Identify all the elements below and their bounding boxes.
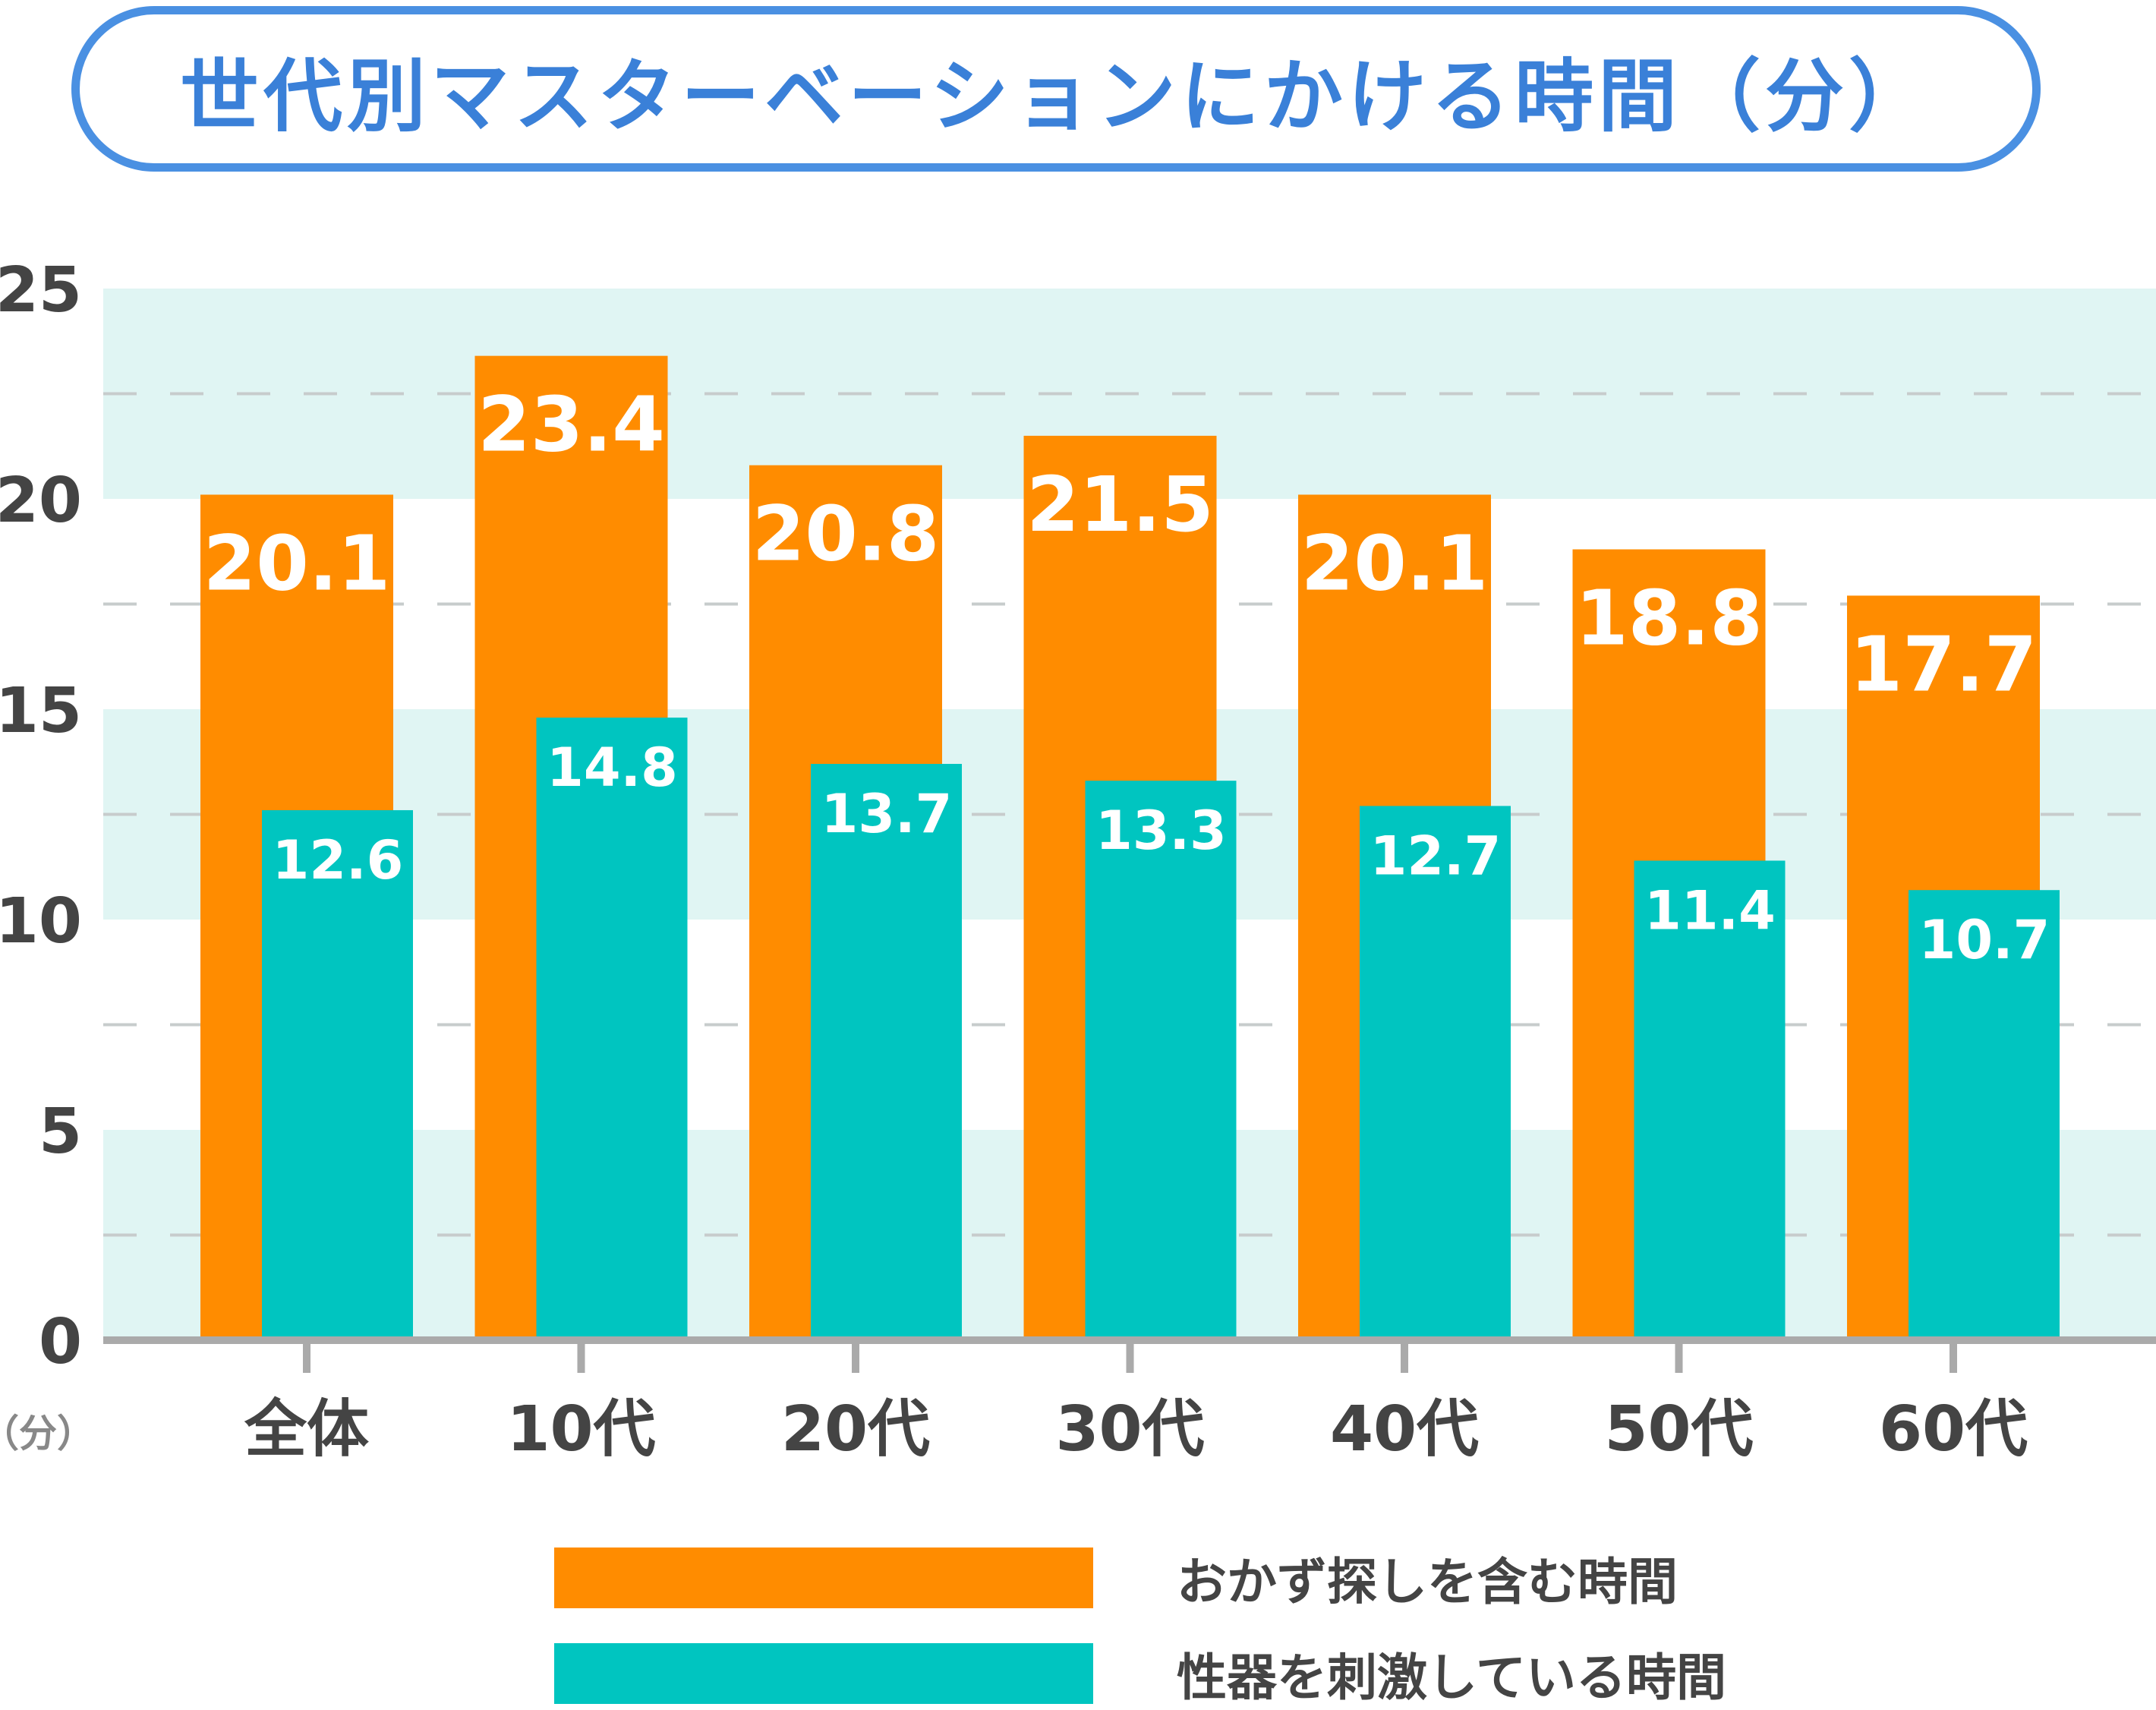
chart-title: 世代別マスターベーションにかける時間（分） xyxy=(180,49,1932,143)
y-tick-label: 15 xyxy=(0,675,82,747)
x-tick-label: 60代 xyxy=(1879,1393,2028,1465)
bar-stimulate xyxy=(1085,781,1237,1340)
bar-stimulate xyxy=(811,764,962,1340)
x-tick-label: 30代 xyxy=(1055,1393,1204,1465)
y-axis-unit: （分） xyxy=(0,1412,95,1456)
x-tick-label: 10代 xyxy=(506,1393,655,1465)
bar-label-search: 23.4 xyxy=(478,380,665,469)
x-tick-label: 50代 xyxy=(1604,1393,1753,1465)
y-tick-label: 20 xyxy=(0,465,82,537)
bar-label-search: 20.8 xyxy=(752,490,940,579)
bar-stimulate xyxy=(536,718,688,1340)
legend-label-search: おかず探しを含む時間 xyxy=(1177,1553,1678,1611)
legend-item-stimulate: 性器を刺激している時間 xyxy=(554,1637,1726,1710)
legend-swatch-orange xyxy=(554,1548,1093,1608)
bar-label-search: 18.8 xyxy=(1575,573,1763,662)
bar-label-stimulate: 14.8 xyxy=(547,737,678,799)
bar-label-search: 20.1 xyxy=(1301,519,1489,607)
x-tick-label: 20代 xyxy=(781,1393,930,1465)
bar-label-search: 20.1 xyxy=(203,519,391,607)
bar-label-stimulate: 13.3 xyxy=(1095,800,1227,862)
bar-stimulate xyxy=(1909,890,2060,1340)
legend-swatch-teal xyxy=(554,1643,1093,1704)
x-tick-label: 全体 xyxy=(244,1393,369,1465)
y-tick-label: 10 xyxy=(0,885,82,958)
bar-label-search: 21.5 xyxy=(1026,460,1214,549)
bar-label-stimulate: 12.6 xyxy=(273,829,404,891)
legend-item-search: おかず探しを含む時間 xyxy=(554,1541,1678,1614)
chart-title-box: 世代別マスターベーションにかける時間（分） xyxy=(71,6,2041,172)
bar-label-search: 17.7 xyxy=(1850,620,2038,708)
bar-label-stimulate: 11.4 xyxy=(1644,879,1776,942)
y-tick-label: 25 xyxy=(0,254,82,327)
bar-stimulate xyxy=(1360,806,1511,1340)
bar-stimulate xyxy=(262,809,413,1340)
x-tick-label: 40代 xyxy=(1330,1393,1479,1465)
bar-stimulate xyxy=(1634,860,1786,1340)
bar-chart: 0 5 10 15 20 25 （分） 20.1 12.6 全体 23.4 14.8 10代 20.8 13… xyxy=(0,254,2156,1465)
bar-label-stimulate: 13.7 xyxy=(821,783,953,845)
bar-label-stimulate: 12.7 xyxy=(1370,825,1502,887)
y-tick-label: 5 xyxy=(39,1096,82,1168)
legend-label-stimulate: 性器を刺激している時間 xyxy=(1177,1648,1727,1707)
bar-label-stimulate: 10.7 xyxy=(1919,909,2050,971)
y-tick-label: 0 xyxy=(39,1306,82,1378)
